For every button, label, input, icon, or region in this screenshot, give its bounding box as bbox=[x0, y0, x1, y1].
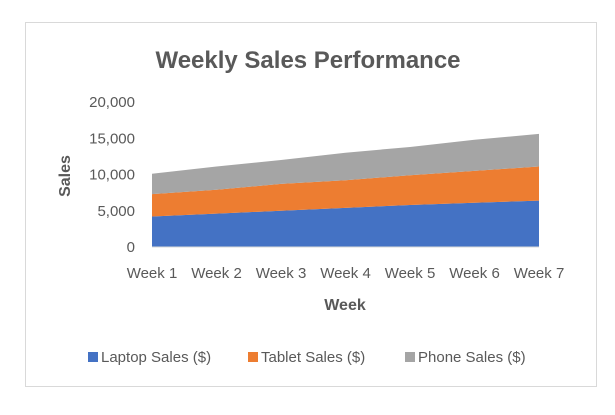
x-axis-ticks: Week 1 Week 2 Week 3 Week 4 Week 5 Week 6 Week… bbox=[127, 265, 565, 282]
legend-item-laptop-sales: Laptop Sales ($) bbox=[88, 349, 211, 366]
y-tick-label: 0 bbox=[127, 239, 135, 256]
x-tick-label: Week 7 bbox=[514, 265, 565, 282]
y-axis-title: Sales bbox=[57, 155, 74, 197]
legend-label: Phone Sales ($) bbox=[418, 349, 526, 366]
area-series-phone-sales bbox=[152, 133, 539, 195]
legend-item-phone-sales: Phone Sales ($) bbox=[405, 349, 526, 366]
area-series-laptop-sales bbox=[152, 200, 539, 247]
legend-swatch bbox=[88, 352, 98, 362]
x-tick-label: Week 4 bbox=[320, 265, 371, 282]
legend-label: Tablet Sales ($) bbox=[261, 349, 365, 366]
y-tick-label: 20,000 bbox=[89, 94, 135, 111]
x-tick-label: Week 1 bbox=[127, 265, 178, 282]
area-series-group bbox=[152, 133, 539, 247]
legend-label: Laptop Sales ($) bbox=[101, 349, 211, 366]
x-tick-label: Week 5 bbox=[385, 265, 436, 282]
legend-item-tablet-sales: Tablet Sales ($) bbox=[248, 349, 365, 366]
legend: Laptop Sales ($) Tablet Sales ($) Phone Sa… bbox=[88, 349, 526, 366]
y-axis-ticks: 0 5,000 10,000 15,000 20,000 bbox=[89, 94, 135, 256]
y-tick-label: 5,000 bbox=[97, 203, 135, 220]
x-tick-label: Week 6 bbox=[449, 265, 500, 282]
chart-title: Weekly Sales Performance bbox=[155, 47, 460, 74]
x-tick-label: Week 3 bbox=[256, 265, 307, 282]
x-axis-title: Week bbox=[324, 297, 366, 314]
y-tick-label: 15,000 bbox=[89, 130, 135, 147]
legend-swatch bbox=[405, 352, 415, 362]
area-series-tablet-sales bbox=[152, 166, 539, 217]
x-tick-label: Week 2 bbox=[191, 265, 242, 282]
y-tick-label: 10,000 bbox=[89, 167, 135, 184]
legend-swatch bbox=[248, 352, 258, 362]
